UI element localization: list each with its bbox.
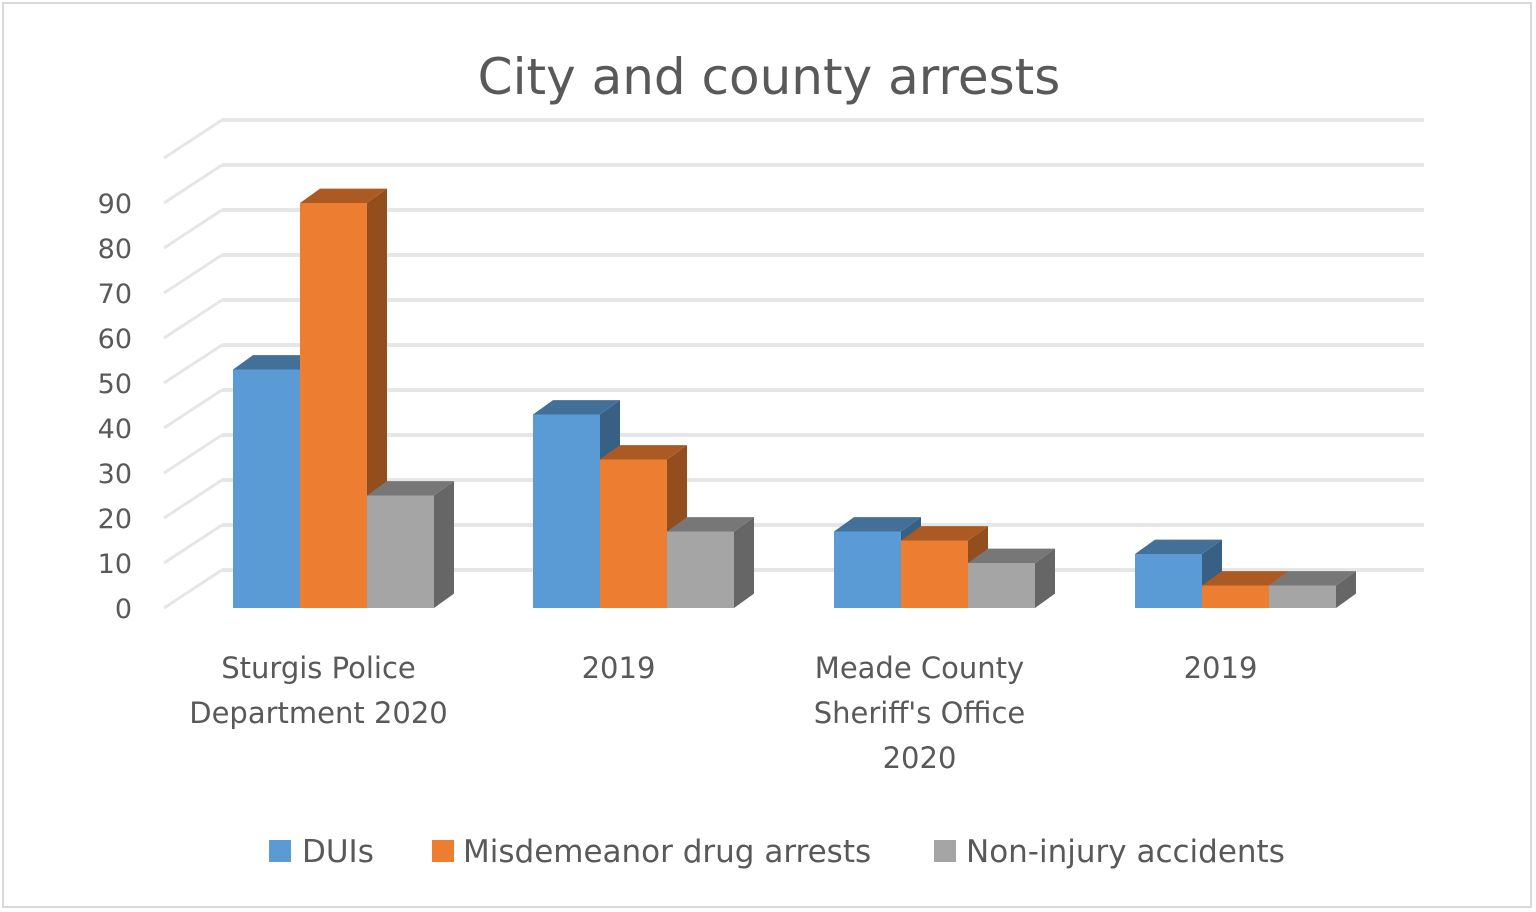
legend-label: Misdemeanor drug arrests	[463, 834, 871, 870]
bar-front	[300, 203, 367, 608]
bar-front	[968, 563, 1035, 608]
bars	[233, 188, 1356, 608]
y-tick-label: 70	[98, 279, 132, 310]
gridline-side	[163, 478, 223, 520]
x-category-label: Sturgis Police Department 2020	[189, 651, 448, 730]
bar-non-injury-accidents-0	[367, 481, 454, 608]
legend: DUIs Misdemeanor drug arrests Non-injury a…	[269, 834, 1285, 870]
gridline-side	[163, 343, 223, 385]
x-category-line: Department 2020	[189, 696, 448, 730]
x-category-line: Sheriff's Office	[814, 696, 1026, 730]
gridline-side	[163, 433, 223, 475]
legend-item: DUIs	[269, 834, 374, 870]
y-tick-label: 60	[98, 324, 132, 355]
bar-top	[1202, 571, 1289, 586]
legend-label: Non-injury accidents	[966, 834, 1285, 870]
legend-label: DUIs	[302, 834, 374, 870]
bar-side	[434, 481, 454, 608]
bar-non-injury-accidents-1	[667, 517, 754, 608]
gridline-side	[163, 523, 223, 565]
legend-swatch	[934, 840, 956, 862]
bar-top	[1135, 539, 1222, 554]
x-category-label: 2019	[1184, 651, 1258, 685]
bar-side	[1336, 571, 1356, 608]
bar-side	[1035, 548, 1055, 608]
bar-non-injury-accidents-2	[968, 548, 1055, 608]
bar-non-injury-accidents-3	[1269, 571, 1356, 608]
bar-side	[734, 517, 754, 608]
x-category-label: 2019	[582, 651, 656, 685]
bar-top	[901, 526, 988, 541]
bar-top	[233, 355, 320, 370]
y-axis-ticks: 0 10 20 30 40 50 60 70 80 90	[98, 189, 132, 625]
bar-front	[667, 531, 734, 608]
x-axis-categories: Sturgis Police Department 2020 2019 Meade C…	[189, 651, 1257, 775]
legend-item: Non-injury accidents	[934, 834, 1285, 870]
bar-top	[1269, 571, 1356, 586]
gridline-side	[163, 568, 223, 610]
y-tick-label: 50	[98, 369, 132, 400]
x-category-line: Sturgis Police	[221, 651, 415, 685]
y-tick-label: 40	[98, 414, 132, 445]
y-tick-label: 80	[98, 234, 132, 265]
bar-top	[667, 517, 754, 532]
gridline-side	[163, 208, 223, 250]
legend-item: Misdemeanor drug arrests	[432, 834, 871, 870]
bar-top	[834, 517, 921, 532]
bar-front	[533, 414, 600, 608]
gridline-side	[163, 163, 223, 205]
bar-front	[834, 531, 901, 608]
bar-top	[300, 188, 387, 203]
bar-top	[968, 548, 1055, 563]
y-tick-label: 0	[115, 594, 132, 625]
legend-swatch	[269, 840, 291, 862]
chart-title: City and county arrests	[478, 48, 1061, 106]
gridline-side	[163, 253, 223, 295]
y-tick-label: 10	[98, 549, 132, 580]
bar-top	[600, 445, 687, 460]
bar-top	[367, 481, 454, 496]
gridline-side	[163, 388, 223, 430]
bar-front	[1202, 585, 1269, 608]
bar-front	[600, 459, 667, 608]
bar-front	[1135, 554, 1202, 608]
bar-top	[533, 400, 620, 415]
x-category-line: Meade County	[815, 651, 1024, 685]
x-category-line: 2019	[1184, 651, 1258, 685]
chart-canvas: City and county arrests 0 10 20 30 40 50 60 70 8…	[98, 48, 1424, 870]
y-tick-label: 30	[98, 459, 132, 490]
y-tick-label: 90	[98, 189, 132, 220]
x-category-label: Meade County Sheriff's Office 2020	[814, 651, 1026, 775]
bar-front	[1269, 585, 1336, 608]
legend-swatch	[432, 840, 454, 862]
y-tick-label: 20	[98, 504, 132, 535]
gridlines	[163, 118, 1424, 610]
bar-front	[901, 540, 968, 608]
bar-front	[367, 495, 434, 608]
bar-front	[233, 369, 300, 608]
x-category-line: 2020	[883, 741, 957, 775]
x-category-line: 2019	[582, 651, 656, 685]
gridline-side	[163, 118, 223, 160]
gridline-side	[163, 298, 223, 340]
